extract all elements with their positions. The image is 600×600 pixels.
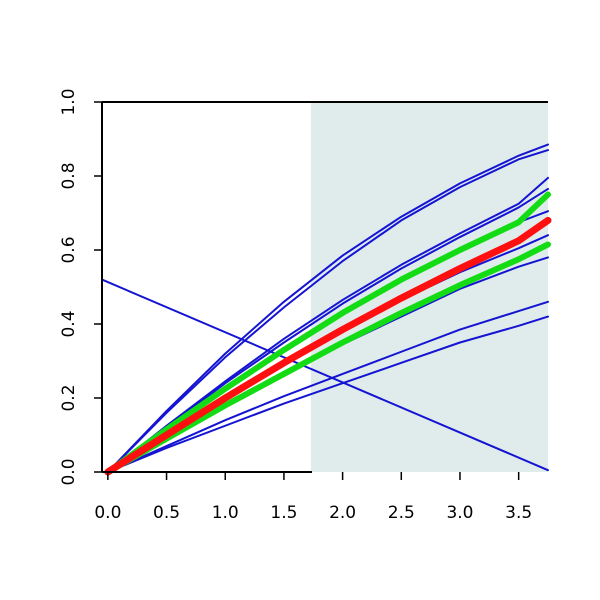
series-line-13 <box>104 216 552 476</box>
y-tick-label: 0.0 <box>59 458 79 485</box>
series-line-8 <box>106 300 549 473</box>
x-axis: 0.0 0.5 1.0 1.5 2.0 2.5 3.0 3.5 <box>94 472 532 523</box>
y-axis: 0.0 0.2 0.4 0.6 0.8 1.0 <box>59 88 102 486</box>
x-tick-label: 1.0 <box>212 503 239 523</box>
y-tick-label: 0.4 <box>59 310 79 337</box>
series-line-2 <box>106 149 549 473</box>
y-tick-label: 0.6 <box>59 236 79 263</box>
x-tick-label: 3.5 <box>505 503 532 523</box>
x-tick-label: 0.0 <box>94 503 121 523</box>
y-tick-label: 1.0 <box>59 88 79 115</box>
y-tick-label: 0.2 <box>59 384 79 411</box>
series-line-3 <box>106 176 549 473</box>
x-tick-label: 2.5 <box>388 503 415 523</box>
series-line-10 <box>101 278 549 472</box>
y-tick-label: 0.8 <box>59 162 79 189</box>
series-line-11 <box>104 191 551 475</box>
x-tick-label: 0.5 <box>153 503 180 523</box>
series-line-12 <box>104 241 551 475</box>
series-line-1 <box>106 143 549 473</box>
x-tick-label: 1.5 <box>270 503 297 523</box>
series-layer <box>101 143 552 476</box>
x-tick-label: 2.0 <box>329 503 356 523</box>
x-tick-label: 3.0 <box>446 503 473 523</box>
